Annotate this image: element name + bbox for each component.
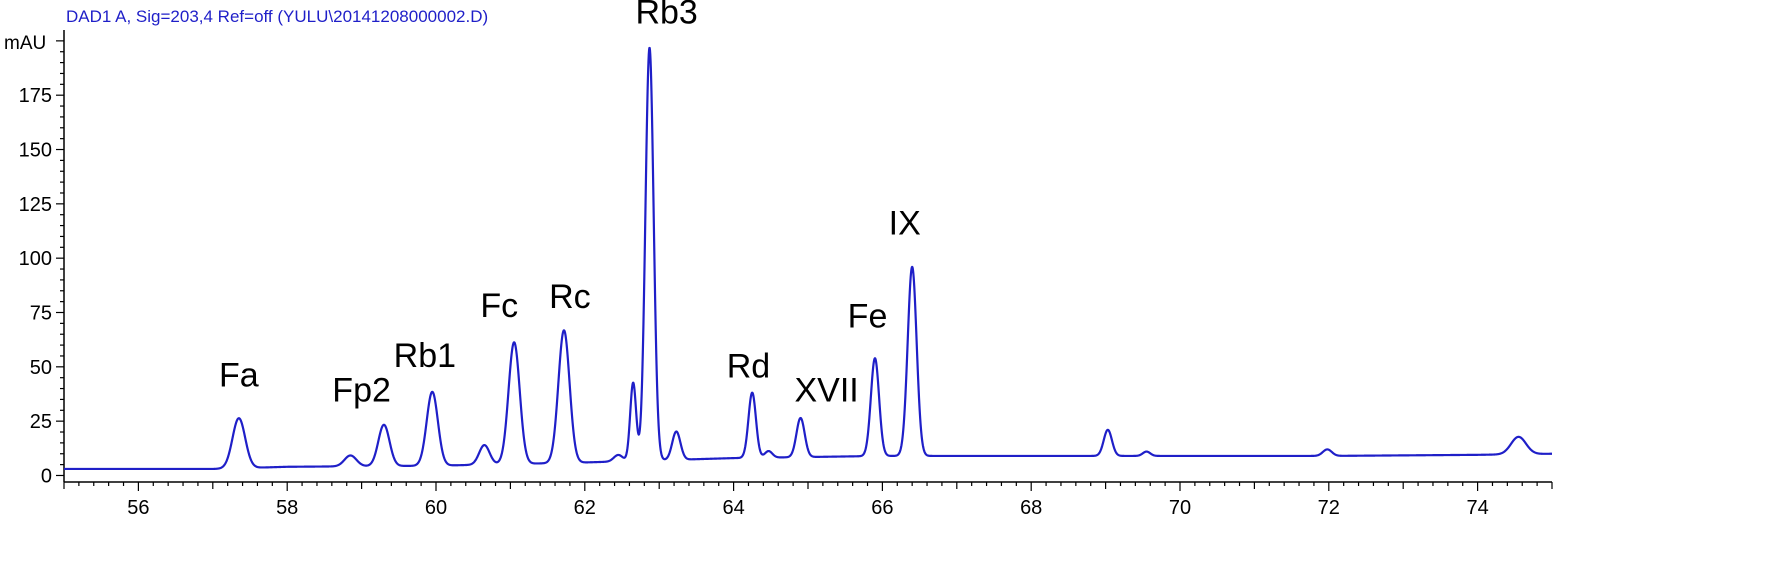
y-tick-label: 175 xyxy=(19,85,52,107)
peak-apex xyxy=(383,424,384,425)
x-tick-label: 66 xyxy=(871,497,893,519)
x-tick-label: 68 xyxy=(1020,497,1042,519)
y-axis-unit-label: mAU xyxy=(4,33,46,54)
peak-label: Rb3 xyxy=(635,0,697,31)
y-tick-label: 25 xyxy=(30,411,52,433)
peak-apex xyxy=(563,330,564,331)
y-tick-label: 0 xyxy=(41,465,52,487)
x-tick-label: 72 xyxy=(1318,497,1340,519)
y-tick-label: 50 xyxy=(30,357,52,379)
peak-apex xyxy=(514,342,515,343)
x-tick-label: 56 xyxy=(127,497,149,519)
peak-apex xyxy=(238,418,239,419)
peak-apex xyxy=(1327,449,1328,450)
peak-label: Rb1 xyxy=(394,337,456,375)
peak-apex xyxy=(618,454,619,455)
peak-label: Fe xyxy=(848,298,888,336)
series-layer xyxy=(63,46,1553,471)
peak-apex xyxy=(912,266,913,267)
chart-header: DAD1 A, Sig=203,4 Ref=off (YULU\20141208… xyxy=(66,7,488,26)
peak-apex xyxy=(676,431,677,432)
peak-apex xyxy=(800,418,801,419)
signal-trace xyxy=(63,46,1553,471)
y-tick-label: 75 xyxy=(30,303,52,325)
x-tick-label: 70 xyxy=(1169,497,1191,519)
peak-apex xyxy=(1107,429,1108,430)
x-tick-label: 62 xyxy=(574,497,596,519)
peak-apex xyxy=(649,47,650,48)
x-tick-label: 74 xyxy=(1466,497,1488,519)
axis-ticks: 56 58 60 62 64 66 68 70 72 74 0 25 50 75 100 125 150 175 xyxy=(19,40,1553,519)
peak-apex xyxy=(633,382,634,383)
peak-apex xyxy=(1146,451,1147,452)
peak-apex xyxy=(752,392,753,393)
peak-apex xyxy=(350,455,351,456)
x-tick-label: 60 xyxy=(425,497,447,519)
axes xyxy=(63,30,1552,483)
y-tick-label: 125 xyxy=(19,194,52,216)
peak-label: Rc xyxy=(549,278,591,316)
peak-apex xyxy=(768,451,769,452)
x-tick-label: 64 xyxy=(722,497,744,519)
x-tick-label: 58 xyxy=(276,497,298,519)
peak-apex xyxy=(874,358,875,359)
peak-label: Fc xyxy=(480,287,518,325)
peak-apex xyxy=(484,445,485,446)
peak-label: IX xyxy=(889,204,921,242)
peak-apex xyxy=(432,391,433,392)
peak-label: Rd xyxy=(727,348,770,386)
peak-label: Fa xyxy=(219,356,259,394)
peak-apex xyxy=(1518,436,1519,437)
peak-label: XVII xyxy=(794,372,858,410)
y-tick-label: 100 xyxy=(19,248,52,270)
peak-label: Fp2 xyxy=(332,372,391,410)
y-tick-label: 150 xyxy=(19,140,52,162)
